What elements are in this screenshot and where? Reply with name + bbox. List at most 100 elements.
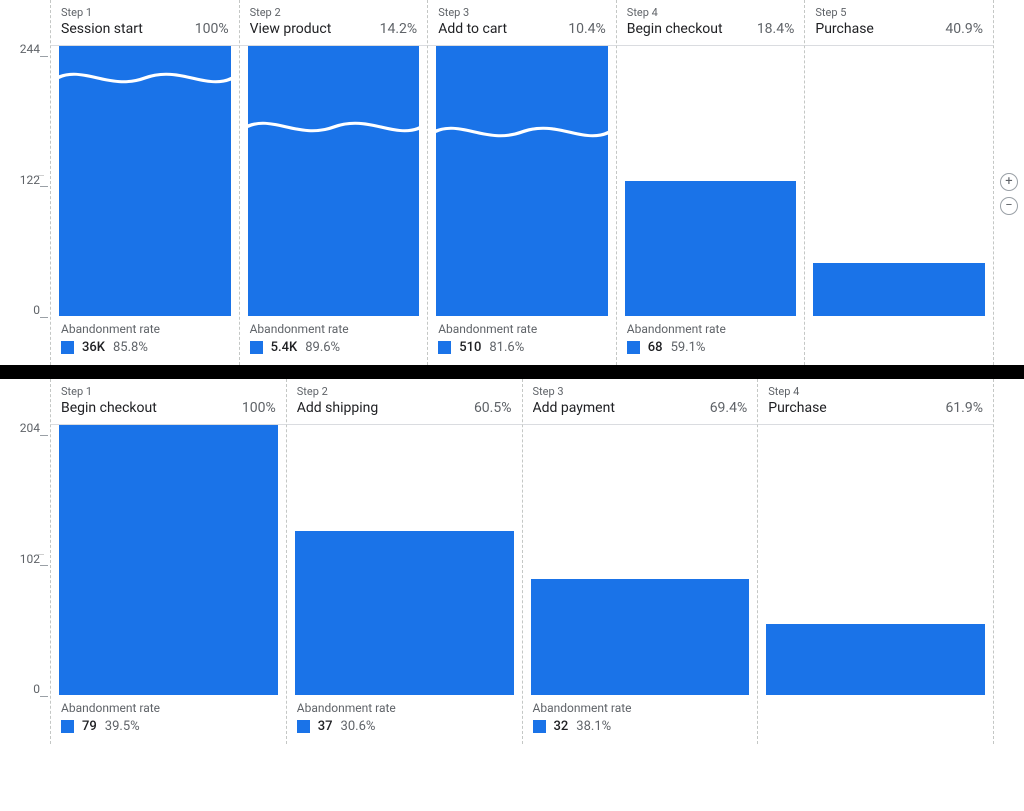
step-completion-percent: 61.9% bbox=[945, 400, 983, 416]
bar-area bbox=[758, 425, 993, 695]
funnel-step[interactable]: Step 3Add payment69.4%Abandonment rate32… bbox=[522, 379, 758, 744]
step-header: Step 1 Begin checkout 100% bbox=[51, 379, 286, 425]
step-name: View product bbox=[250, 21, 332, 37]
step-title-row: Session start 100% bbox=[61, 21, 229, 37]
step-footer: Abandonment rate6859.1% bbox=[617, 316, 805, 365]
bar-area bbox=[523, 425, 758, 695]
step-title-row: Add payment 69.4% bbox=[533, 400, 748, 416]
bar-area bbox=[287, 425, 522, 695]
funnel-bar bbox=[295, 531, 514, 695]
step-header: Step 5Purchase40.9% bbox=[805, 0, 993, 46]
bar-area bbox=[51, 425, 286, 695]
funnel-step[interactable]: Step 1Session start100%Abandonment rate3… bbox=[50, 0, 239, 365]
step-footer bbox=[758, 695, 993, 725]
funnel-step[interactable]: Step 4Begin checkout18.4%Abandonment rat… bbox=[616, 0, 805, 365]
abandonment-row: 5.4K89.6% bbox=[250, 340, 418, 355]
funnel-bar bbox=[59, 46, 231, 316]
step-name: Add payment bbox=[533, 400, 615, 416]
step-completion-percent: 18.4% bbox=[757, 21, 795, 37]
abandonment-label: Abandonment rate bbox=[297, 701, 512, 715]
zoom-controls: + − bbox=[1000, 173, 1018, 215]
abandonment-row: 510 81.6% bbox=[438, 340, 606, 355]
abandonment-label: Abandonment rate bbox=[250, 322, 418, 336]
abandonment-count: 36K bbox=[82, 340, 105, 355]
legend-swatch-icon bbox=[297, 720, 310, 733]
funnel-bar bbox=[766, 624, 985, 695]
abandonment-row: 3730.6% bbox=[297, 719, 512, 734]
step-index-label: Step 1 bbox=[61, 385, 276, 398]
step-completion-percent: 69.4% bbox=[710, 400, 748, 416]
step-name: Add shipping bbox=[297, 400, 378, 416]
abandonment-label: Abandonment rate bbox=[61, 701, 276, 715]
legend-swatch-icon bbox=[250, 341, 263, 354]
step-header: Step 4Purchase61.9% bbox=[758, 379, 993, 425]
abandonment-count: 5.4K bbox=[271, 340, 298, 355]
step-title-row: Purchase 61.9% bbox=[768, 400, 983, 416]
bar-area bbox=[240, 46, 428, 316]
step-header: Step 3 Add payment 69.4% bbox=[523, 379, 758, 425]
step-footer: Abandonment rate 510 81.6% bbox=[428, 316, 616, 365]
step-footer: Abandonment rate 36K85.8% bbox=[51, 316, 239, 365]
funnel-step[interactable]: Step 4Purchase61.9% bbox=[757, 379, 994, 744]
legend-swatch-icon bbox=[533, 720, 546, 733]
step-completion-percent: 100% bbox=[242, 400, 276, 416]
legend-swatch-icon bbox=[438, 341, 451, 354]
funnel-bar bbox=[813, 263, 985, 316]
bar-area bbox=[428, 46, 616, 316]
abandonment-label: Abandonment rate bbox=[61, 322, 229, 336]
section-divider bbox=[0, 365, 1024, 379]
funnel-bar bbox=[625, 181, 797, 316]
abandonment-row: 32 38.1% bbox=[533, 719, 748, 734]
funnel-step[interactable]: Step 5Purchase40.9% bbox=[804, 0, 994, 365]
trend-line-icon bbox=[436, 117, 608, 147]
y-tick-label: 102 bbox=[20, 552, 40, 566]
funnel-step[interactable]: Step 2View product14.2% Abandonment rate 5… bbox=[239, 0, 428, 365]
step-footer: Abandonment rate 7939.5% bbox=[51, 695, 286, 744]
funnel-step[interactable]: Step 3Add to cart10.4% Abandonment rate 51… bbox=[427, 0, 616, 365]
funnel-bar bbox=[436, 46, 608, 316]
funnel-step[interactable]: Step 2Add shipping60.5%Abandonment rate3… bbox=[286, 379, 522, 744]
abandonment-count: 510 bbox=[459, 340, 481, 355]
step-header: Step 2View product14.2% bbox=[240, 0, 428, 46]
step-footer bbox=[805, 316, 993, 346]
abandonment-percent: 81.6% bbox=[489, 340, 524, 355]
abandonment-percent: 59.1% bbox=[671, 340, 706, 355]
step-completion-percent: 100% bbox=[195, 21, 229, 37]
trend-line-icon bbox=[59, 63, 231, 93]
step-name: Purchase bbox=[768, 400, 826, 416]
step-completion-percent: 10.4% bbox=[568, 21, 606, 37]
bar-area bbox=[805, 46, 993, 316]
funnel-steps-row: Step 1Session start100%Abandonment rate3… bbox=[50, 0, 994, 365]
abandonment-count: 32 bbox=[554, 719, 569, 734]
abandonment-row: 36K85.8% bbox=[61, 340, 229, 355]
step-completion-percent: 40.9% bbox=[945, 21, 983, 37]
funnel-chart-bottom: 204 102 0 Step 1 Begin checkout 100% Abando… bbox=[0, 379, 1024, 744]
legend-swatch-icon bbox=[61, 720, 74, 733]
y-axis: 204 102 0 bbox=[0, 435, 46, 696]
zoom-in-button[interactable]: + bbox=[1000, 173, 1018, 191]
abandonment-percent: 38.1% bbox=[576, 719, 611, 734]
step-footer: Abandonment rate 3730.6% bbox=[287, 695, 522, 744]
step-index-label: Step 2 bbox=[297, 385, 512, 398]
zoom-out-button[interactable]: − bbox=[1000, 197, 1018, 215]
step-title-row: Begin checkout 18.4% bbox=[627, 21, 795, 37]
funnel-bar bbox=[59, 425, 278, 695]
step-header: Step 2Add shipping60.5% bbox=[287, 379, 522, 425]
funnel-step[interactable]: Step 1 Begin checkout 100% Abandonment rate… bbox=[50, 379, 286, 744]
abandonment-label: Abandonment rate bbox=[438, 322, 606, 336]
step-name: Begin checkout bbox=[627, 21, 723, 37]
step-footer: Abandonment rate3238.1% bbox=[523, 695, 758, 744]
abandonment-count: 68 bbox=[648, 340, 663, 355]
abandonment-count: 37 bbox=[318, 719, 333, 734]
legend-swatch-icon bbox=[627, 341, 640, 354]
step-name: Session start bbox=[61, 21, 143, 37]
step-index-label: Step 3 bbox=[533, 385, 748, 398]
step-header: Step 1Session start100% bbox=[51, 0, 239, 46]
funnel-chart-top: 244 122 0 Step 1Session start100%Abandon… bbox=[0, 0, 1024, 365]
funnel-steps-row: Step 1 Begin checkout 100% Abandonment rate… bbox=[50, 379, 994, 744]
step-header: Step 3Add to cart10.4% bbox=[428, 0, 616, 46]
step-name: Begin checkout bbox=[61, 400, 157, 416]
abandonment-row: 7939.5% bbox=[61, 719, 276, 734]
step-index-label: Step 3 bbox=[438, 6, 606, 19]
trend-line-icon bbox=[248, 112, 420, 142]
